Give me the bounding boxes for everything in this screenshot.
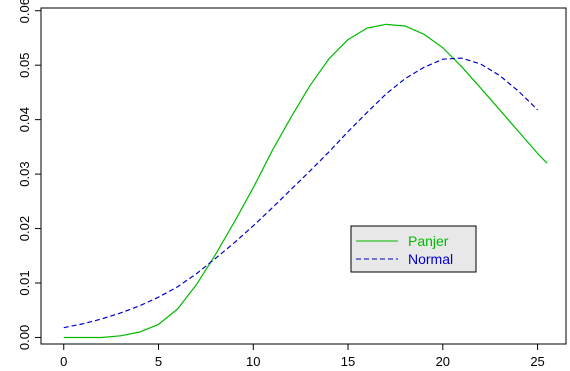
series-line-panjer: [63, 23, 548, 339]
y-tick-label: 0.00: [17, 325, 32, 350]
legend-label-normal: Normal: [408, 251, 453, 267]
x-tick-label: 20: [436, 354, 450, 369]
legend-box: [350, 225, 477, 273]
y-tick-label: 0.02: [17, 216, 32, 241]
x-tick-label: 25: [530, 354, 544, 369]
legend: Panjer Normal: [350, 225, 477, 273]
y-tick-label: 0.01: [17, 270, 32, 295]
x-tick-label: 10: [246, 354, 260, 369]
y-tick-label: 0.03: [17, 161, 32, 186]
x-tick-label: 5: [155, 354, 162, 369]
x-tick-label: 0: [60, 354, 67, 369]
series-layer: [63, 23, 548, 339]
y-tick-label: 0.06: [17, 0, 32, 23]
y-axis: 0.00 0.01 0.02 0.03 0.04 0.05 0.06: [17, 0, 41, 350]
x-tick-label: 15: [341, 354, 355, 369]
y-tick-label: 0.04: [17, 107, 32, 132]
y-tick-label: 0.05: [17, 53, 32, 78]
x-axis: 0 5 10 15 20 25: [60, 344, 545, 369]
plot-frame: [40, 7, 567, 345]
series-line-normal: [63, 57, 538, 329]
legend-label-panjer: Panjer: [408, 233, 449, 249]
